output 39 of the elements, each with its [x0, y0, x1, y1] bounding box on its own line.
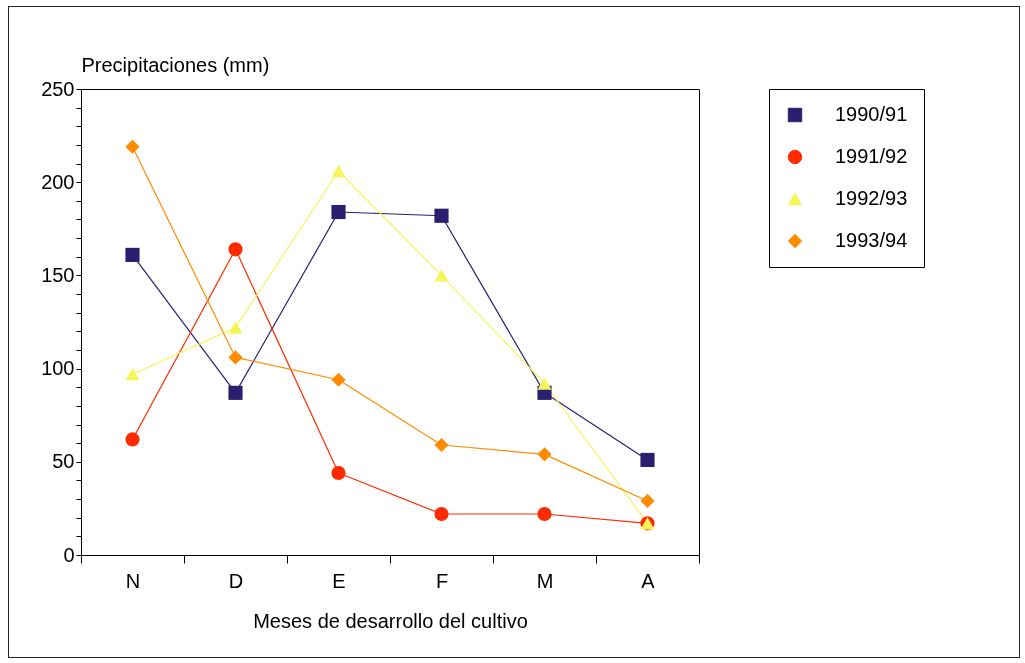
x-tick-label: M	[536, 569, 554, 592]
point	[537, 506, 552, 522]
point	[537, 377, 552, 390]
y-tick-label: 50	[52, 450, 75, 473]
point	[537, 447, 552, 462]
x-tick-label: E	[332, 569, 346, 592]
point	[331, 204, 346, 220]
y-tick-label: 150	[41, 263, 75, 286]
y-tick-label: 0	[63, 543, 75, 566]
point	[125, 139, 140, 154]
point	[125, 432, 140, 447]
point	[640, 493, 655, 509]
legend-label: 1993/94	[835, 229, 908, 251]
point	[228, 321, 243, 334]
y-axis-title: Precipitaciones (mm)	[81, 53, 270, 76]
legend-label: 1992/93	[835, 187, 908, 209]
point	[640, 452, 655, 468]
point	[228, 242, 243, 257]
legend-label: 1990/91	[835, 103, 908, 125]
y-tick-label: 100	[41, 357, 75, 380]
point	[434, 269, 449, 282]
point	[331, 465, 346, 481]
point	[125, 247, 140, 262]
x-tick-label: A	[641, 569, 656, 592]
point	[434, 506, 449, 522]
point	[331, 372, 346, 387]
point	[434, 208, 449, 223]
y-tick-label: 200	[41, 170, 75, 193]
legend-label: 1991/92	[835, 145, 908, 167]
x-tick-label: N	[125, 569, 141, 592]
point	[125, 368, 140, 381]
point	[228, 350, 243, 365]
y-tick-label: 250	[41, 77, 75, 100]
point	[331, 164, 346, 178]
point	[228, 385, 243, 400]
point	[434, 437, 449, 453]
x-tick-label: D	[228, 569, 244, 592]
x-axis-title: Meses de desarrollo del cultivo	[253, 609, 528, 632]
x-tick-label: F	[435, 569, 449, 592]
